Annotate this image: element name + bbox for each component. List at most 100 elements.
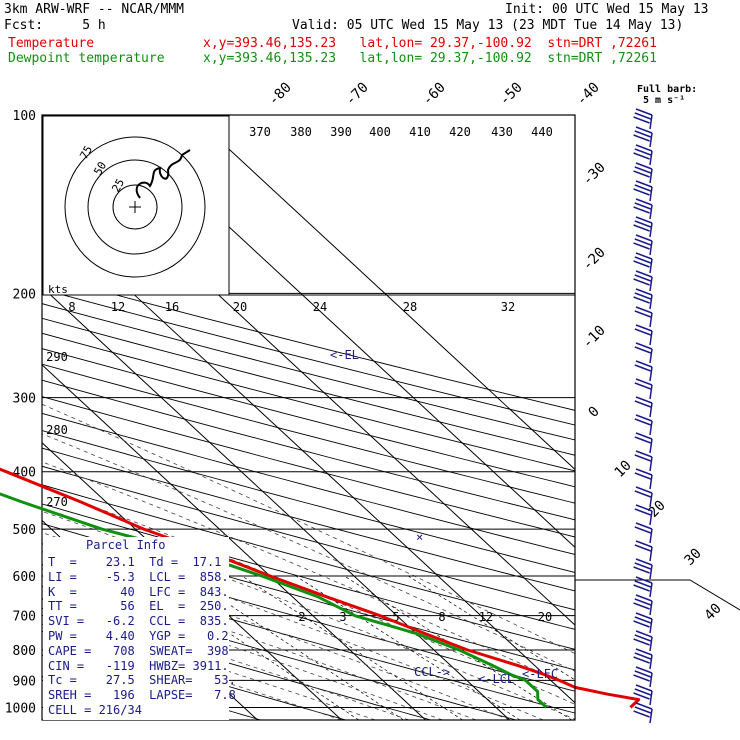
wind-barb [634,382,652,390]
moist-adiabat-line [42,433,575,672]
wind-barb [633,260,650,268]
pressure-tick-label: 900 [13,674,36,689]
isotherm-label: 0 [586,404,603,421]
parcel-info-row: LI = -5.3 LCL = 858. [48,569,229,584]
wind-barb [634,364,652,372]
barb-legend-line2: 5 m s⁻¹ [643,95,685,106]
mixing-ratio-label: 2 [298,610,305,624]
wind-barb [635,324,653,332]
pressure-tick-label: 800 [13,644,36,659]
wind-barb [649,528,653,544]
wind-barb [635,648,653,656]
wind-barb [635,378,653,386]
parcel-info-box [43,537,229,720]
wind-barb [633,188,650,196]
wind-barb [649,492,653,508]
theta-label: 380 [290,125,312,139]
isotherm-label: -40 [574,80,603,109]
wind-barb [634,274,652,282]
isotherm-line [42,364,426,720]
mixing-ratio-line [295,575,521,720]
wind-barb [635,450,653,458]
speed-scale-label: 24 [313,300,327,314]
wind-barb [649,582,653,598]
wind-barb [633,566,650,574]
wind-barb [635,396,653,404]
isotherm-label: -10 [580,323,609,352]
wind-barb [635,702,653,710]
wind-barb [649,690,653,706]
wind-barb [635,288,653,296]
wind-barb [635,162,653,170]
parcel-info-title: Parcel Info [86,538,166,552]
hodograph-trace [135,149,191,199]
mixing-ratio-label: 20 [538,610,552,624]
wind-barb [633,278,650,286]
wind-barb [635,432,653,440]
wind-barb [649,114,653,130]
theta-label: 390 [330,125,352,139]
pressure-tick-label: 300 [13,392,36,407]
wind-barb [635,234,653,242]
dry-adiabat-line [42,447,575,592]
wind-barb [634,130,652,138]
wind-barb [634,292,652,300]
dry-adiabat-line [42,465,575,611]
dry-adiabat-line [42,503,575,650]
pressure-tick-label: 700 [13,610,36,625]
wind-barb [635,666,653,674]
wind-barb [635,216,653,224]
parcel-info-row: CELL = 216/34 [48,703,142,717]
parcel-info-row: T = 23.1 Td = 17.1 [48,555,222,569]
dry-adiabat-line [42,274,575,411]
wind-barb [634,166,652,174]
hodograph-ring-label: 25 [109,177,127,195]
wind-barb [634,310,652,318]
wind-barb [649,186,653,202]
wind-barb [635,522,653,530]
wind-barb [634,598,652,606]
wind-barb [634,562,652,570]
theta-label: 440 [531,125,553,139]
wind-barb [635,558,653,566]
wind-barb [635,684,653,692]
barb-column-edge [575,579,740,611]
wind-barb [633,638,650,646]
wind-barb [634,688,652,696]
pressure-tick-label: 500 [13,523,36,538]
hodograph-ring [64,136,206,278]
wind-barb [635,612,653,620]
theta-label: 370 [249,125,271,139]
pressure-tick-label: 600 [13,570,36,585]
wind-barb [635,594,653,602]
speed-scale-label: 32 [501,300,515,314]
wind-barb [634,490,652,498]
wind-barb [634,436,652,444]
isotherm-label: -30 [580,160,609,189]
hodograph-ring-label: 50 [91,160,109,178]
wind-barb [633,602,650,610]
wind-barb [635,360,653,368]
dewpoint-location: x,y=393.46,135.23 lat,lon= 29.37,-100.92… [203,51,657,66]
wind-barb [634,508,652,516]
theta-label: 290 [46,350,68,364]
theta-label: 280 [46,423,68,437]
wind-barb [635,630,653,638]
wind-barb [635,306,653,314]
tropopause-marker: ⨯ [416,530,423,544]
lcl-marker: <-LCL [478,672,514,686]
speed-scale-label: 20 [233,300,247,314]
parcel-info-row: PW = 4.40 YGP = 0.2 [48,629,229,643]
wind-barb [649,330,653,346]
mixing-ratio-label: 8 [438,610,445,624]
wind-barb [635,342,653,350]
wind-barb [649,510,653,526]
wind-barb [635,540,653,548]
wind-barb [634,238,652,246]
dry-adiabat-line [42,317,575,456]
wind-barb [633,710,650,718]
wind-barb [649,150,653,166]
pressure-tick-label: 1000 [5,701,36,716]
hodograph-ring-label: 75 [77,144,95,162]
